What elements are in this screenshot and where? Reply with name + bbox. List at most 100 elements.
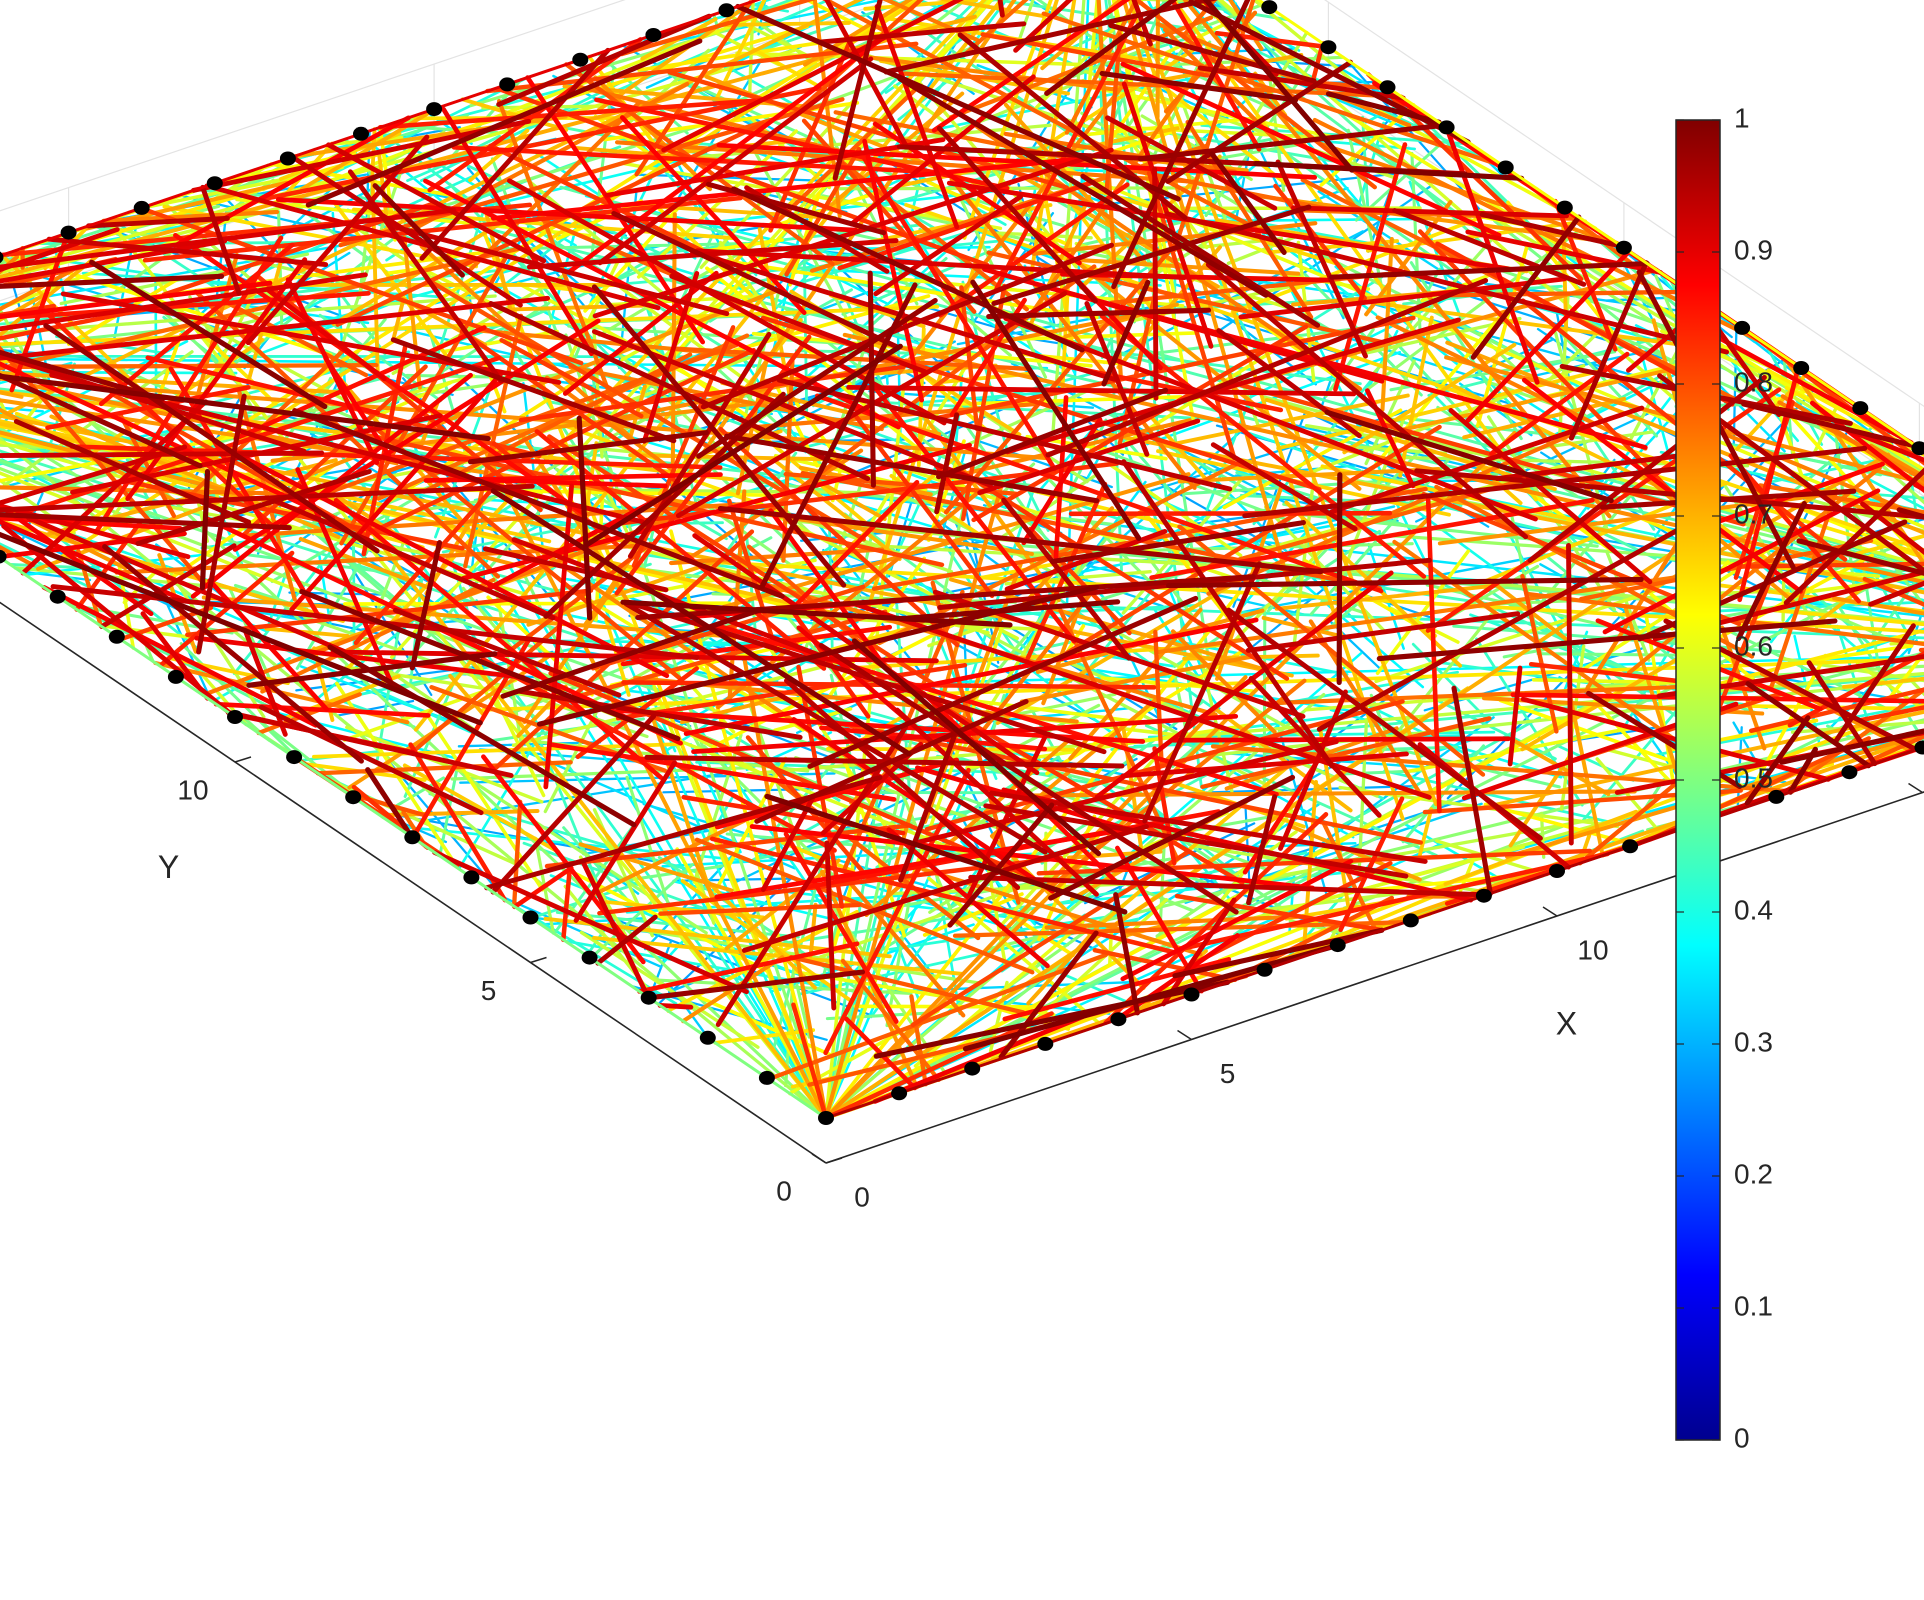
member-line (213, 701, 431, 718)
member-line (1171, 736, 1511, 743)
member-line (1113, 892, 1140, 1016)
y-tick (234, 756, 252, 763)
boundary-node (522, 910, 539, 925)
member-line (256, 692, 362, 736)
member-line (834, 186, 1200, 191)
axis-ticks: 05101505101510-1 (177, 756, 1923, 1212)
member-line (245, 134, 430, 346)
member-line (46, 236, 329, 268)
y-axis-line (0, 601, 827, 1164)
boundary-node (758, 1070, 775, 1085)
member-line (1644, 614, 1676, 785)
y-tick-label: 10 (177, 774, 208, 805)
member-line (1025, 789, 1637, 798)
member-line (0, 301, 176, 341)
member-line (1737, 363, 1801, 603)
member-line (419, 47, 611, 261)
member-line (1210, 442, 1358, 532)
member-line (935, 315, 1416, 421)
member-line (1164, 211, 1730, 355)
member-line (991, 204, 1312, 306)
member-line (0, 444, 188, 506)
member-line (946, 180, 1511, 272)
member-line (934, 412, 960, 515)
member-line (1568, 260, 1649, 441)
y-tick-label: 0 (776, 1175, 792, 1206)
member-line (40, 306, 280, 533)
member-line (1796, 538, 1924, 576)
member-line (1275, 159, 1368, 359)
member-line (576, 415, 593, 621)
member-line (0, 531, 483, 726)
member-line (1216, 328, 1362, 439)
boundary-node (581, 950, 598, 965)
member-line (627, 331, 772, 559)
member-line (1803, 574, 1924, 595)
member-line (1120, 858, 1354, 982)
member-line (1106, 461, 1243, 558)
member-line (1226, 607, 1543, 841)
member-line (898, 599, 1121, 622)
member-line (916, 0, 1093, 74)
member-line (0, 427, 271, 483)
member-line (1599, 488, 1857, 510)
member-line (26, 515, 347, 654)
member-line (1049, 520, 1306, 565)
member-line (0, 512, 292, 531)
member-line (759, 282, 918, 590)
boundary-node (1615, 240, 1632, 255)
member-line (423, 178, 901, 430)
member-line (1322, 822, 1379, 935)
member-line (1336, 472, 1343, 685)
member-line (427, 37, 643, 193)
member-line (734, 0, 915, 61)
member-line (1852, 439, 1924, 505)
x-tick-label: 5 (1220, 1058, 1236, 1089)
member-line (619, 115, 807, 316)
member-line (970, 279, 1142, 541)
colorbar-tick-label: 1 (1734, 102, 1750, 133)
boundary-node (1320, 40, 1337, 55)
member-line (595, 914, 658, 966)
member-line (818, 21, 1027, 45)
member-line (568, 32, 889, 274)
member-line (1141, 509, 1236, 627)
member-line (101, 209, 280, 223)
member-line (846, 384, 1357, 397)
member-line (1003, 315, 1538, 522)
member-line (1246, 794, 1278, 906)
member-line (1810, 644, 1914, 663)
boundary-node (699, 1030, 716, 1045)
member-line (1392, 364, 1686, 434)
member-line (776, 377, 1233, 492)
member-line (1165, 59, 1354, 184)
x-tick (1542, 906, 1558, 917)
member-line (872, 1008, 1101, 1104)
boundary-node (1183, 987, 1200, 1002)
member-line (490, 488, 912, 757)
member-line (516, 688, 803, 740)
member-line (1886, 655, 1923, 701)
member-line (909, 994, 928, 1087)
member-line (714, 757, 960, 830)
member-line (1444, 125, 1540, 385)
boundary-node (499, 77, 516, 92)
member-line (1202, 0, 1355, 173)
member-line (1654, 702, 1924, 757)
member-line (611, 210, 900, 350)
member-line (1096, 0, 1123, 379)
colorbar-tick-label: 0.4 (1734, 894, 1773, 925)
member-line (505, 541, 653, 655)
boundary-node (1329, 938, 1346, 953)
member-line (590, 458, 635, 546)
member-line (391, 298, 406, 341)
member-line (1602, 488, 1881, 635)
member-line (372, 183, 465, 278)
boundary-node (1256, 962, 1273, 977)
member-line (1004, 317, 1461, 455)
member-line (1855, 662, 1924, 712)
x-axis-label: X (1556, 1005, 1577, 1041)
member-line (862, 138, 925, 403)
member-line (1217, 920, 1319, 963)
member-line (1626, 465, 1882, 675)
